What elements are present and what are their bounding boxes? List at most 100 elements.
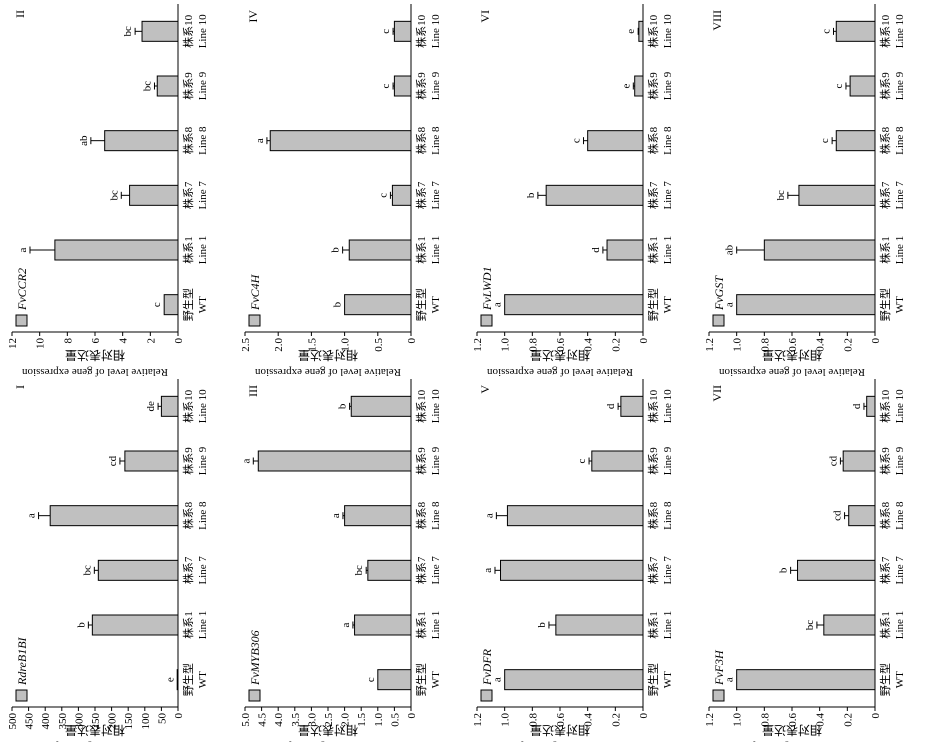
y-tick-label: 10	[35, 338, 47, 350]
y-tick-label: 0.4	[815, 338, 827, 352]
y-tick-label: 3.0	[306, 713, 318, 727]
category-label-cn: 株系9	[181, 447, 195, 475]
category-label-cn: 株系7	[181, 556, 195, 584]
category-label-cn: 株系7	[646, 181, 660, 209]
bar	[545, 184, 644, 206]
bar	[555, 614, 644, 636]
category-label-cn: 株系8	[878, 126, 892, 154]
bar	[269, 130, 412, 152]
category-label-cn: 野生型	[181, 663, 195, 696]
bar	[736, 294, 876, 316]
category-label-cn: 株系9	[646, 72, 660, 100]
category-label: WT	[430, 296, 442, 313]
y-tick-label: 1.0	[732, 713, 744, 727]
legend-label: FvDFR	[480, 648, 494, 686]
y-tick-label: 0.2	[842, 338, 854, 352]
significance-letter: b	[332, 301, 344, 307]
y-tick-label: 2	[145, 338, 157, 344]
bar	[591, 450, 644, 472]
category-label: Line 1	[662, 236, 674, 264]
y-tick-label: 0	[406, 713, 418, 719]
significance-letter: d	[590, 247, 602, 253]
bar	[587, 130, 644, 152]
y-tick-label: 0.4	[815, 713, 827, 727]
significance-letter: bc	[775, 190, 787, 201]
category-label-cn: 株系7	[646, 556, 660, 584]
category-label-cn: 野生型	[181, 288, 195, 321]
category-label: Line 9	[197, 446, 209, 475]
category-label: Line 10	[662, 14, 674, 48]
category-label: Line 7	[197, 556, 209, 585]
category-label-cn: 株系8	[414, 501, 428, 529]
category-label: Line 10	[197, 14, 209, 48]
bar	[797, 559, 876, 581]
significance-letter: a	[340, 622, 352, 627]
bar	[842, 450, 876, 472]
legend-label: FvF3H	[712, 649, 726, 686]
chart-panel-3: 00.51.01.52.02.53.03.54.04.55.0Relative …	[240, 379, 442, 742]
y-axis-label-cn: 相对表达量	[530, 723, 590, 737]
category-label: Line 1	[197, 611, 209, 639]
significance-letter: d	[605, 403, 617, 409]
significance-letter: cd	[827, 455, 839, 466]
category-label: Line 9	[662, 71, 674, 100]
bar	[54, 239, 179, 261]
significance-letter: c	[365, 677, 377, 682]
category-label-cn: 株系9	[414, 447, 428, 475]
category-label: Line 10	[894, 14, 906, 48]
significance-letter: a	[26, 513, 38, 518]
significance-letter: e	[165, 677, 177, 682]
bar	[504, 669, 644, 691]
category-label-cn: 株系9	[878, 72, 892, 100]
y-axis-label-cn: 相对表达量	[762, 348, 822, 362]
bar	[634, 75, 644, 97]
y-tick-label: 2.5	[323, 713, 335, 727]
y-tick-label: 350	[57, 713, 69, 730]
bar	[849, 75, 876, 97]
category-label-cn: 株系7	[878, 556, 892, 584]
y-tick-label: 0.6	[787, 338, 799, 352]
significance-letter: ab	[78, 135, 90, 146]
category-label-cn: 株系10	[181, 14, 195, 47]
y-tick-label: 0	[638, 713, 650, 719]
category-label: Line 10	[197, 389, 209, 423]
bar	[129, 184, 179, 206]
category-label-cn: 野生型	[646, 663, 660, 696]
legend-label: FvCCR2	[15, 268, 29, 311]
bar	[620, 395, 644, 417]
legend-label: FvGST	[712, 275, 726, 311]
category-label: Line 9	[430, 71, 442, 100]
category-label: WT	[662, 296, 674, 313]
significance-letter: c	[571, 138, 583, 143]
category-label: Line 1	[430, 236, 442, 264]
y-tick-label: 6	[90, 338, 102, 344]
significance-letter: c	[151, 302, 163, 307]
category-label: Line 1	[197, 236, 209, 264]
y-tick-label: 0.8	[527, 713, 539, 727]
category-label-cn: 株系10	[878, 14, 892, 47]
bar	[176, 669, 179, 691]
y-tick-label: 0.6	[555, 713, 567, 727]
legend-swatch	[480, 314, 493, 327]
significance-letter: bc	[108, 190, 120, 201]
legend-swatch	[15, 314, 28, 327]
significance-letter: a	[330, 513, 342, 518]
panel-label: V	[478, 385, 492, 394]
y-axis-label-cn: 相对表达量	[298, 723, 358, 737]
y-tick-label: 1.0	[373, 713, 385, 727]
category-label: Line 9	[894, 71, 906, 100]
bar	[354, 614, 412, 636]
chart-panel-2: 0 2 4 6 8 10 12 Relative level of gene expressi…	[7, 4, 209, 378]
category-label: Line 7	[662, 181, 674, 210]
category-label: WT	[430, 671, 442, 688]
y-tick-label: 2.0	[273, 338, 285, 352]
significance-letter: c	[576, 458, 588, 463]
significance-letter: bc	[81, 565, 93, 576]
category-label: Line 7	[894, 181, 906, 210]
y-tick-label: 4.5	[257, 713, 269, 727]
bar	[638, 20, 644, 42]
bar	[606, 239, 644, 261]
category-label: Line 10	[430, 389, 442, 423]
bar	[866, 395, 876, 417]
y-tick-label: 1.2	[472, 713, 484, 727]
